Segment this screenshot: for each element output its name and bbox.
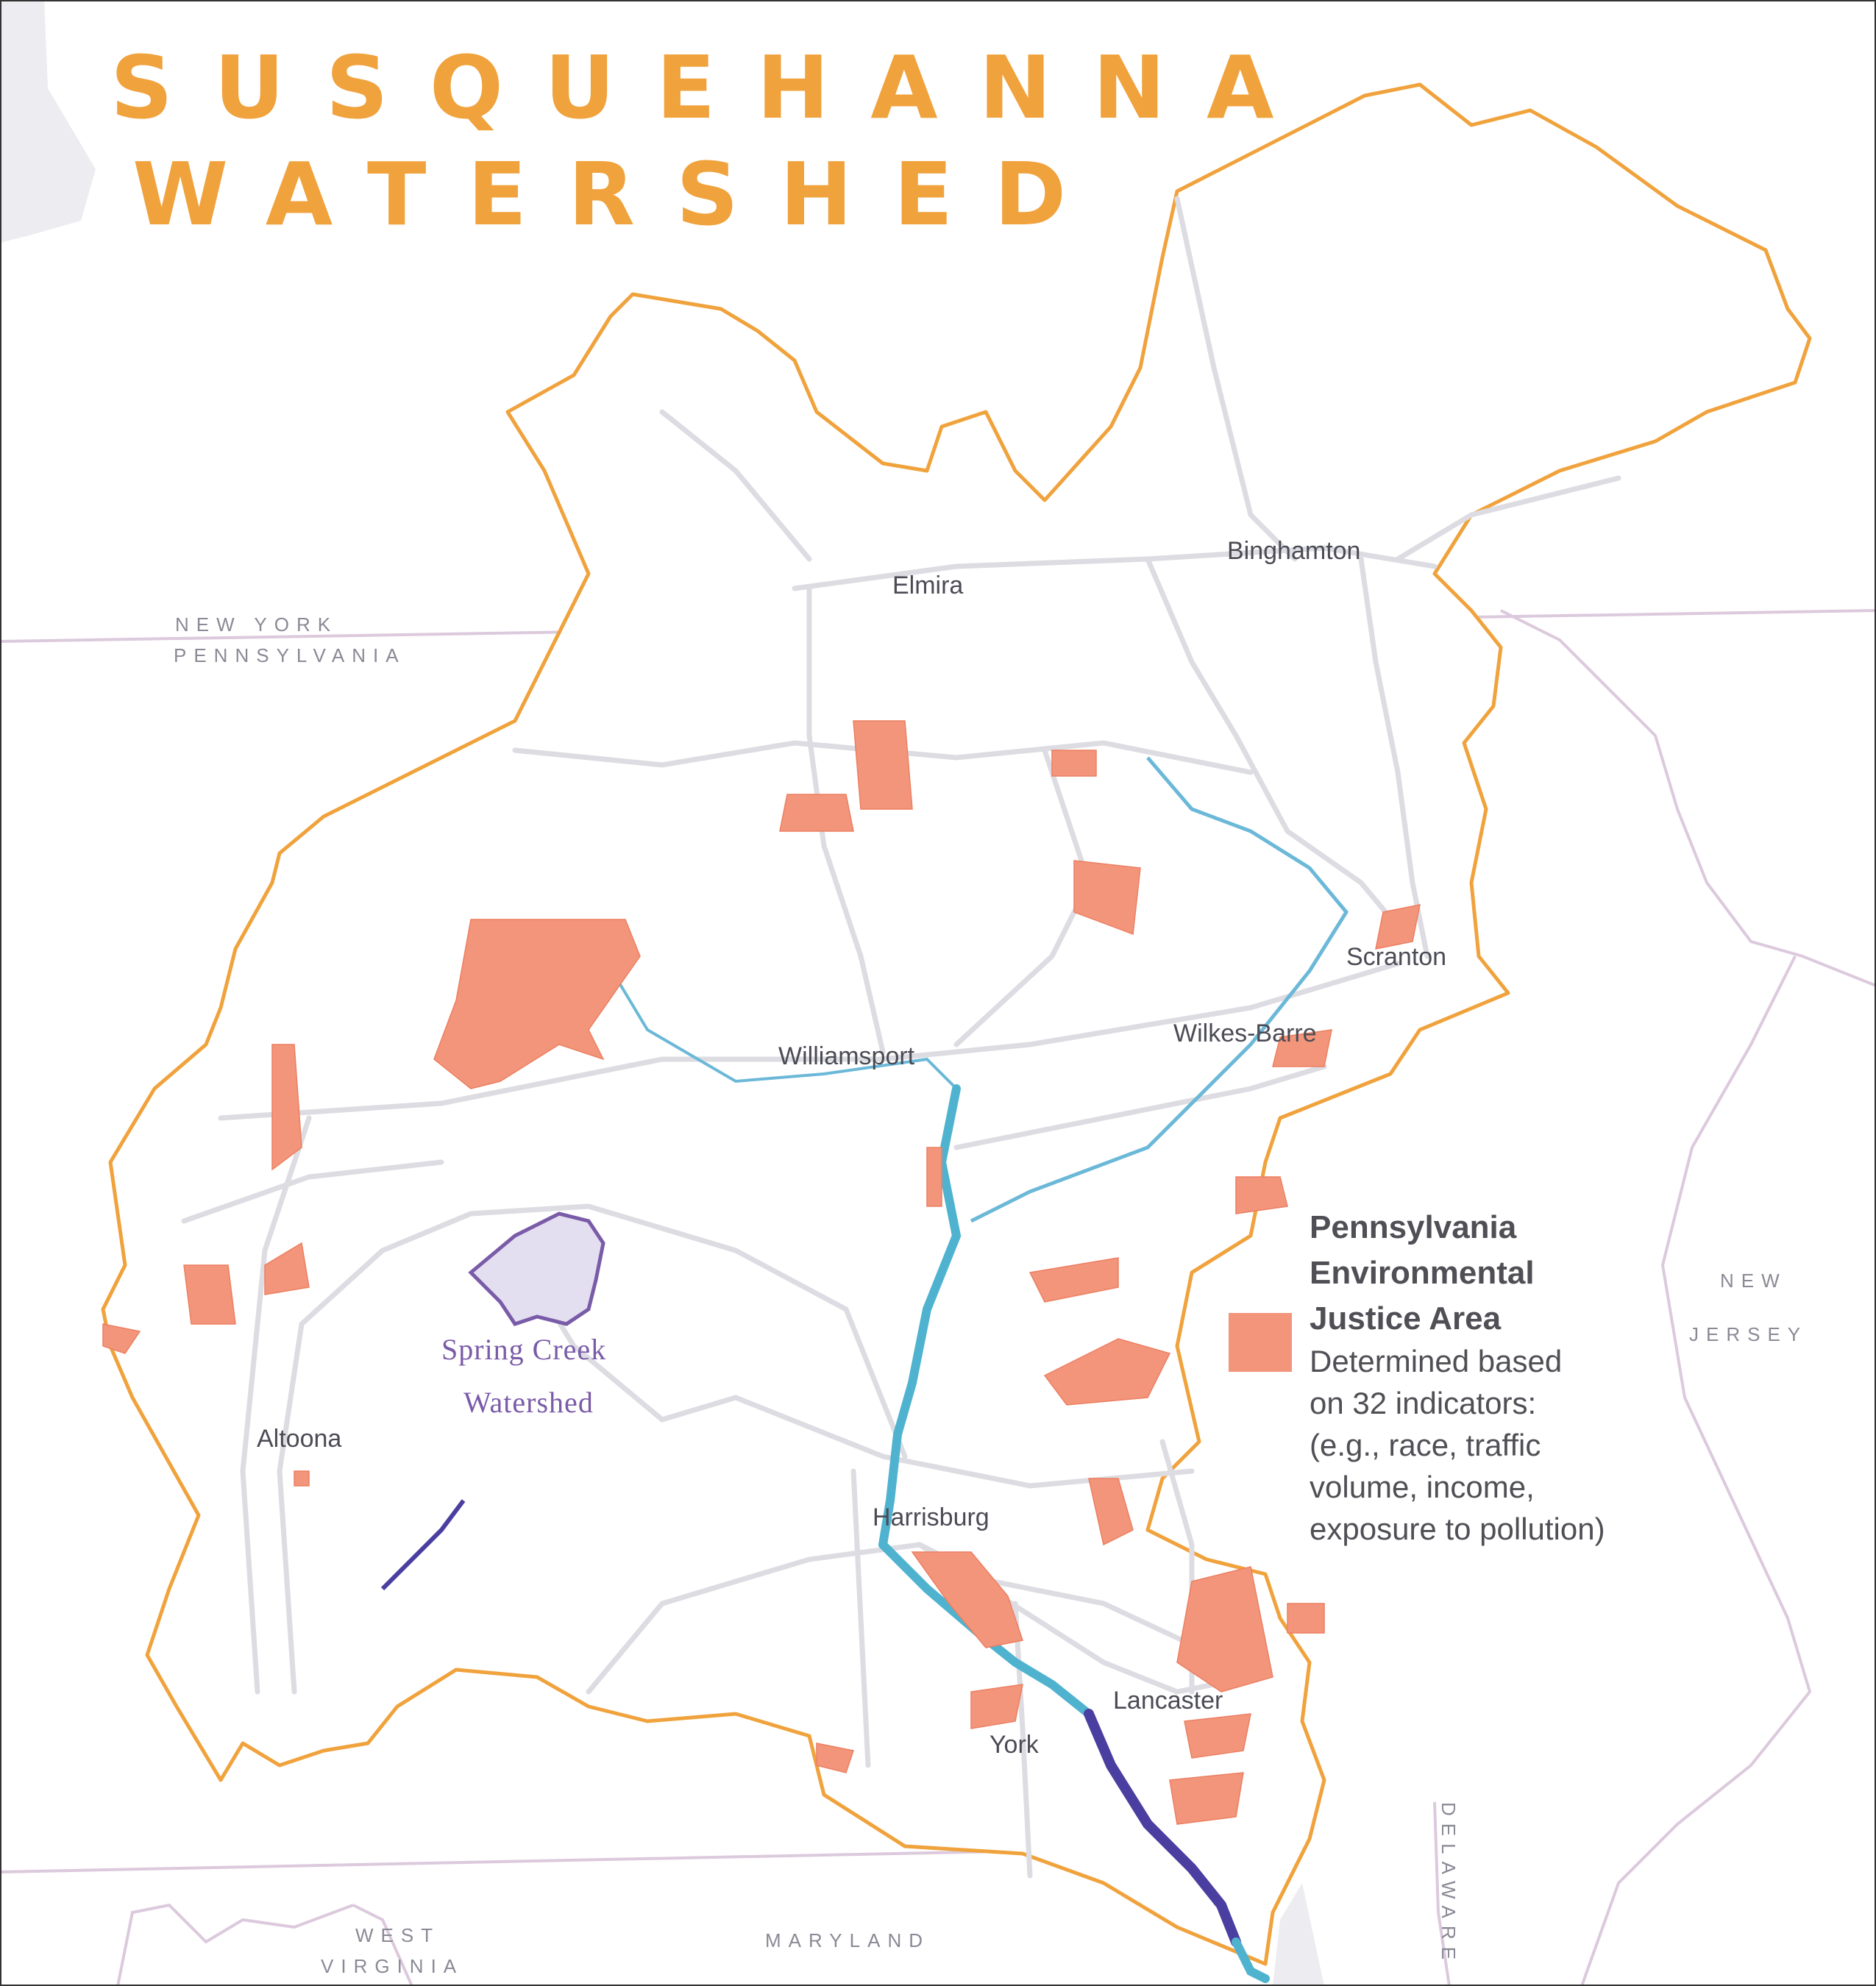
state-label-new-jersey-1: NEW: [1720, 1270, 1787, 1292]
legend-title-line1: Pennsylvania: [1310, 1209, 1517, 1245]
state-label-new-jersey-2: JERSEY: [1689, 1323, 1808, 1345]
md-panhandle: [352, 1904, 413, 1986]
spring-creek-label-line1: Spring Creek: [441, 1333, 606, 1366]
city-label-elmira: Elmira: [892, 572, 963, 599]
city-label-altoona: Altoona: [257, 1425, 341, 1453]
ej-area: [294, 1470, 310, 1487]
ej-area: [1184, 1713, 1251, 1759]
legend: Pennsylvania Environmental Justice Area …: [1229, 1209, 1605, 1546]
atlantic-corner: [1273, 1883, 1324, 1986]
city-label-scranton: Scranton: [1346, 943, 1446, 971]
ej-area: [264, 1242, 310, 1295]
lake-erie-area: [0, 0, 96, 243]
ej-area: [1073, 860, 1141, 936]
wv-border: [116, 1903, 354, 1986]
raystown-lake: [380, 1499, 466, 1591]
city-label-wilkes-barre: Wilkes-Barre: [1173, 1019, 1317, 1047]
legend-ej-swatch: [1229, 1313, 1292, 1372]
state-boundaries: [0, 609, 1876, 1986]
ej-area: [779, 794, 854, 832]
city-label-harrisburg: Harrisburg: [873, 1503, 989, 1531]
ej-area: [271, 1044, 302, 1171]
lower-susquehanna-river: [878, 1540, 1093, 1718]
rivers: [380, 756, 1349, 1983]
west-branch-river: [602, 955, 958, 1090]
legend-desc-line3: (e.g., race, traffic: [1310, 1428, 1541, 1462]
ej-area: [926, 1147, 942, 1207]
ej-area: [433, 919, 641, 1089]
pa-nj-border: [1500, 609, 1876, 987]
ej-area: [1028, 1257, 1119, 1303]
map-title-line2: WATERSHED: [132, 143, 1107, 245]
de-border: [1433, 1801, 1451, 1986]
ej-area: [816, 1743, 854, 1773]
ej-area: [1375, 904, 1421, 950]
roads: [181, 196, 1621, 1879]
ej-area: [1088, 1478, 1134, 1546]
city-label-lancaster: Lancaster: [1113, 1687, 1223, 1715]
ej-area: [911, 1551, 1023, 1648]
legend-desc-line5: exposure to pollution): [1310, 1512, 1605, 1546]
ej-area: [102, 1323, 141, 1354]
city-label-williamsport: Williamsport: [778, 1042, 915, 1070]
north-branch-river: [970, 756, 1349, 1223]
state-label-west-virginia-1: WEST: [355, 1924, 440, 1946]
watershed-area: [101, 82, 1812, 1966]
state-label-maryland: MARYLAND: [765, 1929, 930, 1951]
ej-area: [1235, 1176, 1288, 1214]
city-label-binghamton: Binghamton: [1227, 537, 1360, 565]
state-label-pennsylvania: PENNSYLVANIA: [174, 644, 406, 666]
legend-desc-line4: volume, income,: [1310, 1470, 1535, 1504]
state-label-new-york: NEW YORK: [175, 613, 338, 636]
legend-desc-line1: Determined based: [1310, 1344, 1562, 1378]
spring-creek-label-line2: Watershed: [463, 1386, 594, 1419]
nj-border-east: [1580, 955, 1812, 1986]
ej-area: [1051, 750, 1097, 777]
map-title-line1: SUSQUEHANNA: [110, 37, 1315, 138]
ej-area: [1169, 1772, 1244, 1825]
city-label-york: York: [989, 1731, 1040, 1759]
river-mouth: [1232, 1937, 1270, 1983]
ej-areas: [102, 720, 1421, 1825]
ej-area: [853, 720, 913, 810]
legend-title-line2: Environmental: [1310, 1255, 1535, 1291]
ej-area: [183, 1264, 236, 1325]
susquehanna-main-river: [878, 1084, 962, 1549]
state-label-delaware: DELAWARE: [1438, 1802, 1460, 1967]
ej-area: [1272, 1029, 1332, 1067]
ej-area: [1287, 1603, 1325, 1634]
spring-creek-watershed: [468, 1211, 605, 1326]
legend-desc-line2: on 32 indicators:: [1310, 1386, 1536, 1420]
ej-area: [970, 1684, 1023, 1729]
ej-area: [1176, 1566, 1273, 1693]
state-label-west-virginia-2: VIRGINIA: [321, 1955, 463, 1977]
ej-area: [1043, 1338, 1171, 1406]
legend-title-line3: Justice Area: [1310, 1300, 1502, 1337]
lower-susquehanna-reservoir: [1084, 1709, 1241, 1947]
